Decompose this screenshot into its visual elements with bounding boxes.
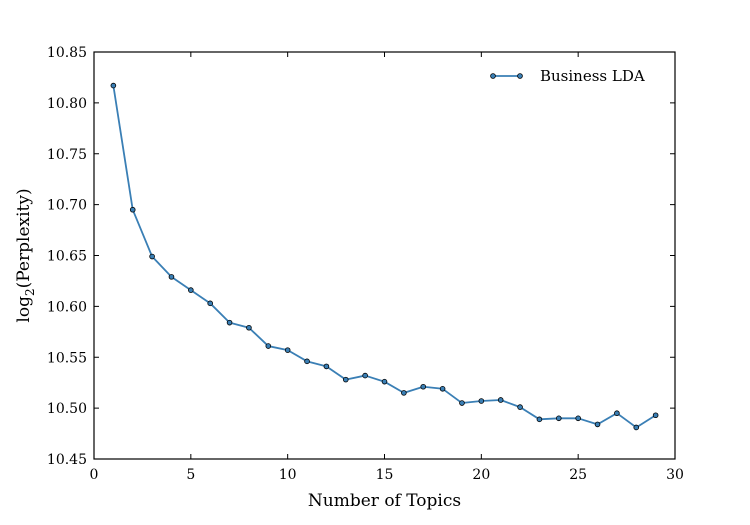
y-axis-label: log2(Perplexity): [14, 188, 37, 322]
data-point: [129, 206, 136, 213]
legend-label: Business LDA: [540, 67, 645, 85]
data-point: [304, 358, 310, 365]
data-point: [226, 319, 233, 326]
y-axis-label-subscript: 2: [23, 288, 37, 296]
data-point: [401, 390, 407, 396]
data-point: [342, 376, 349, 383]
data-point: [362, 372, 368, 379]
legend-marker-right: [517, 73, 523, 79]
y-tick-label: 10.60: [47, 299, 87, 315]
legend: Business LDA: [490, 67, 645, 85]
x-tick-label: 0: [90, 467, 99, 483]
plot-frame: [93, 51, 676, 460]
data-point: [555, 415, 562, 422]
data-point: [207, 300, 214, 307]
x-tick-label: 30: [666, 467, 684, 483]
data-point: [497, 397, 504, 403]
data-point: [517, 404, 523, 410]
y-tick-label: 10.70: [47, 198, 87, 214]
data-point: [633, 424, 640, 431]
data-point: [652, 412, 659, 419]
data-point: [188, 287, 194, 293]
data-point: [246, 324, 252, 331]
axis-ticks: [93, 51, 676, 460]
y-axis-label-rest: (Perplexity): [14, 188, 34, 288]
data-point: [381, 378, 388, 385]
data-point: [478, 398, 485, 404]
data-point: [439, 385, 446, 392]
y-tick-label: 10.45: [47, 452, 87, 468]
x-tick-label: 15: [376, 467, 394, 483]
data-point: [149, 253, 155, 260]
data-point: [459, 400, 465, 406]
y-tick-labels: 10.45 10.50 10.55 10.60 10.65 10.70 10.75 10.80…: [47, 45, 87, 468]
x-tick-label: 25: [569, 467, 587, 483]
y-tick-label: 10.55: [47, 350, 87, 366]
x-axis-label: Number of Topics: [308, 491, 461, 511]
y-tick-label: 10.65: [47, 249, 87, 265]
data-point: [594, 421, 601, 428]
y-tick-label: 10.80: [47, 96, 87, 112]
y-tick-label: 10.75: [47, 147, 87, 163]
x-tick-label: 10: [279, 467, 297, 483]
data-point: [536, 416, 543, 423]
data-point: [323, 363, 330, 370]
legend-marker-left: [490, 73, 496, 79]
data-point: [420, 383, 427, 390]
series-layer: [110, 82, 659, 431]
y-tick-label: 10.50: [47, 401, 87, 417]
x-tick-label: 5: [186, 467, 195, 483]
data-point: [265, 343, 272, 349]
series-line: [112, 85, 657, 429]
x-tick-label: 20: [472, 467, 490, 483]
data-point: [168, 274, 175, 280]
data-point: [575, 415, 581, 422]
y-tick-label: 10.85: [47, 45, 87, 61]
data-point: [614, 410, 620, 417]
y-axis-label-log: log: [14, 296, 34, 323]
data-point: [284, 347, 291, 353]
data-point: [110, 82, 117, 89]
x-tick-labels: 0 5 10 15 20 25 30: [90, 467, 684, 483]
